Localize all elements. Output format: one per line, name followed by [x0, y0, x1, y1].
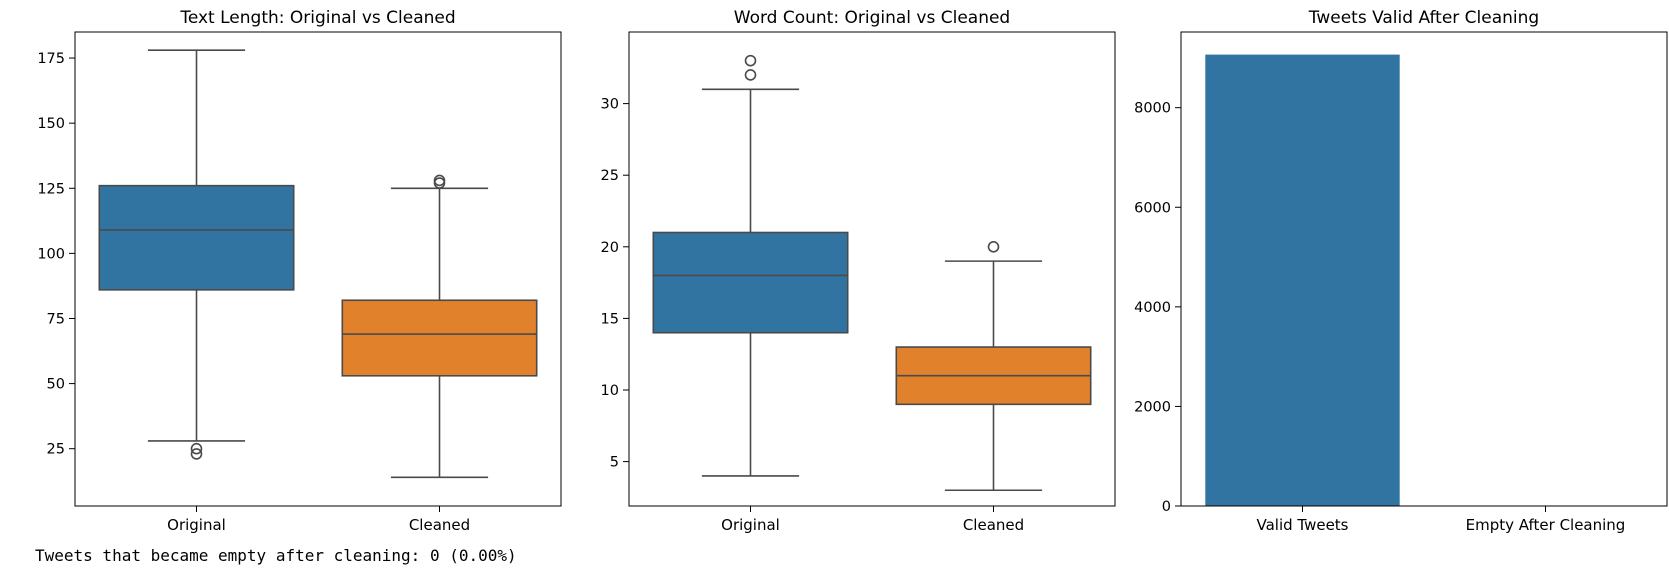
y-tick-label: 50: [47, 377, 65, 393]
y-tick-label: 175: [37, 51, 65, 67]
chart-panel-1: Text Length: Original vs Cleaned 25 50 75 10…: [37, 8, 562, 534]
console-output: Tweets that became empty after cleaning:…: [35, 546, 517, 565]
x-tick-label: Valid Tweets: [1256, 516, 1348, 534]
box-original: [98, 184, 295, 291]
outlier-point: [744, 69, 757, 81]
outlier-point: [190, 448, 203, 460]
chart-title: Text Length: Original vs Cleaned: [179, 8, 455, 28]
box-original: [652, 231, 849, 334]
x-tick-label: Original: [721, 516, 780, 534]
y-tick-label: 4000: [1134, 300, 1171, 316]
chart-panel-3: Tweets Valid After Cleaning 0 2000 4000 6000…: [1134, 8, 1668, 534]
y-tick-label: 125: [37, 181, 65, 197]
y-tick-label: 30: [601, 97, 619, 113]
x-tick-label: Cleaned: [963, 516, 1024, 534]
outlier-point: [987, 241, 1000, 253]
box-cleaned: [341, 299, 538, 377]
plot-frame: [628, 31, 1116, 507]
y-tick-label: 6000: [1134, 200, 1171, 216]
y-tick-label: 25: [601, 168, 619, 184]
y-tick-label: 2000: [1134, 399, 1171, 415]
y-tick-label: 20: [601, 240, 619, 256]
y-tick-label: 8000: [1134, 101, 1171, 117]
y-tick-label: 5: [610, 455, 619, 471]
y-tick-label: 0: [1162, 499, 1171, 515]
y-tick-label: 100: [37, 246, 65, 262]
plot-frame: [74, 31, 562, 507]
y-tick-label: 10: [601, 383, 619, 399]
x-tick-label: Original: [167, 516, 226, 534]
outlier-point: [190, 442, 203, 455]
x-tick-label: Cleaned: [409, 516, 470, 534]
y-tick-label: 75: [47, 311, 65, 327]
chart-title: Word Count: Original vs Cleaned: [734, 8, 1010, 28]
plot-frame: [1180, 31, 1668, 507]
y-tick-label: 150: [37, 116, 65, 132]
outlier-point: [433, 174, 446, 187]
outlier-point: [744, 54, 757, 67]
x-tick-label: Empty After Cleaning: [1466, 516, 1626, 534]
chart-panel-2: Word Count: Original vs Cleaned 5 10 15 20 25…: [601, 8, 1116, 534]
y-tick-label: 25: [47, 442, 65, 458]
chart-title: Tweets Valid After Cleaning: [1308, 8, 1539, 28]
bar-valid-tweets: [1205, 54, 1400, 507]
y-tick-label: 15: [601, 311, 619, 327]
